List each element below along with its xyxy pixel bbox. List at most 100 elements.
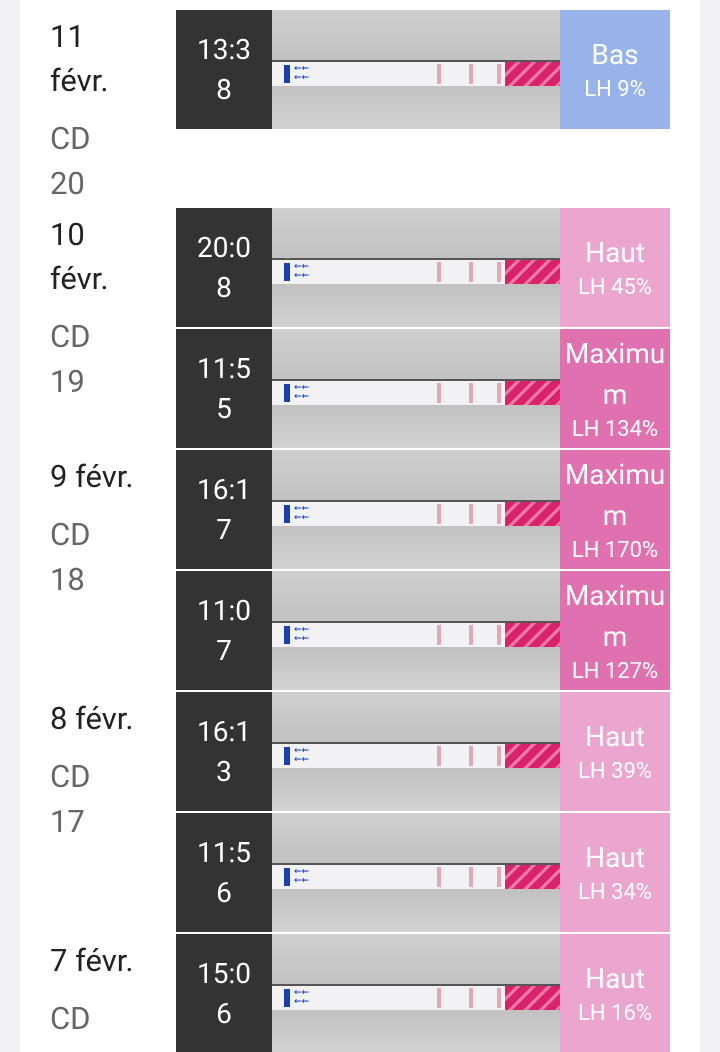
strip-arrows: ←← ←← [294, 624, 310, 644]
level: Bas [591, 38, 639, 71]
date: 7 févr. [50, 942, 134, 979]
tests: 16:17 ←← ←← Maximum LH 170% 11:07 ←← ←← Maximum L… [176, 450, 670, 690]
cycle-day: CD [50, 1000, 91, 1037]
strip-handle [505, 864, 560, 889]
tests: 20:08 ←← ←← Haut LH 45% 11:55 ←← ←← Maximum LH 13… [176, 208, 670, 448]
result-label: Maximum LH 170% [560, 450, 670, 569]
strip-line [437, 261, 441, 282]
lh-percent: LH 170% [571, 537, 659, 563]
strip-line [437, 866, 441, 887]
cycle-day: CD 17 [50, 758, 91, 840]
time: 13:38 [197, 32, 251, 106]
lh-percent: LH 34% [578, 880, 652, 905]
test-photo: ←← ←← [272, 813, 560, 932]
result-label: Haut LH 16% [560, 934, 670, 1052]
day-list: 11 févr. CD 20 13:38 ←← ←← Bas LH 9% 10 févr. CD… [20, 0, 700, 1052]
level: Maximum [564, 457, 666, 532]
day-info: 9 févr. CD 18 [20, 450, 176, 690]
lh-percent: LH 134% [571, 416, 659, 442]
test-strip: ←← ←← [272, 378, 560, 405]
strip-line [497, 261, 501, 282]
lh-percent: LH 9% [584, 77, 646, 102]
strip-arrows: ←← ←← [294, 261, 310, 281]
strip-line [469, 866, 473, 887]
test-strip: ←← ←← [272, 983, 560, 1010]
cycle-day: CD 20 [50, 120, 91, 202]
strip-line [497, 745, 501, 766]
test-row[interactable]: 11:55 ←← ←← Maximum LH 134% [176, 329, 670, 448]
test-photo: ←← ←← [272, 450, 560, 569]
test-photo: ←← ←← [272, 329, 560, 448]
test-row[interactable]: 16:17 ←← ←← Maximum LH 170% [176, 450, 670, 569]
strip-marker [284, 262, 290, 281]
test-row[interactable]: 16:13 ←← ←← Haut LH 39% [176, 692, 670, 811]
test-strip: ←← ←← [272, 862, 560, 889]
strip-handle [505, 259, 560, 284]
strip-line [437, 382, 441, 403]
strip-handle [505, 501, 560, 526]
time: 16:13 [197, 714, 251, 788]
strip-marker [284, 383, 290, 402]
date: 9 févr. [50, 458, 134, 495]
day-group: 11 févr. CD 20 13:38 ←← ←← Bas LH 9% [20, 10, 700, 206]
time-cell: 20:08 [176, 208, 272, 327]
strip-handle [505, 985, 560, 1010]
time-cell: 11:55 [176, 329, 272, 448]
tests: 16:13 ←← ←← Haut LH 39% 11:56 ←← ←← Haut LH 34% [176, 692, 670, 932]
day-group: 10 févr. CD 19 20:08 ←← ←← Haut LH 45% 11:55 ←← ←… [20, 208, 700, 448]
strip-handle [505, 622, 560, 647]
strip-arrows: ←← ←← [294, 63, 310, 83]
date: 8 févr. [50, 700, 134, 737]
strip-line [469, 63, 473, 84]
date: 10 févr. [50, 216, 109, 297]
test-row[interactable]: 11:56 ←← ←← Haut LH 34% [176, 813, 670, 932]
strip-marker [284, 625, 290, 644]
test-photo: ←← ←← [272, 692, 560, 811]
test-row[interactable]: 15:06 ←← ←← Haut LH 16% [176, 934, 670, 1052]
test-photo: ←← ←← [272, 934, 560, 1052]
level: Maximum [564, 578, 666, 653]
time-cell: 15:06 [176, 934, 272, 1052]
strip-line [469, 503, 473, 524]
result-label: Maximum LH 127% [560, 571, 670, 690]
strip-line [469, 624, 473, 645]
test-strip: ←← ←← [272, 741, 560, 768]
result-label: Haut LH 39% [560, 692, 670, 811]
strip-marker [284, 504, 290, 523]
strip-line [437, 624, 441, 645]
time: 20:08 [197, 230, 251, 304]
lh-percent: LH 127% [571, 658, 659, 684]
strip-arrows: ←← ←← [294, 987, 310, 1007]
strip-line [497, 503, 501, 524]
day-group: 7 févr. CD 15:06 ←← ←← Haut LH 16% [20, 934, 700, 1052]
test-strip: ←← ←← [272, 257, 560, 284]
day-info: 8 févr. CD 17 [20, 692, 176, 932]
result-label: Bas LH 9% [560, 10, 670, 129]
strip-line [469, 382, 473, 403]
result-label: Maximum LH 134% [560, 329, 670, 448]
strip-line [437, 745, 441, 766]
test-strip: ←← ←← [272, 499, 560, 526]
strip-marker [284, 746, 290, 765]
strip-line [497, 382, 501, 403]
date: 11 févr. [50, 18, 109, 99]
strip-line [437, 987, 441, 1008]
strip-handle [505, 380, 560, 405]
strip-marker [284, 988, 290, 1007]
time-cell: 16:17 [176, 450, 272, 569]
tests: 13:38 ←← ←← Bas LH 9% [176, 10, 670, 206]
cycle-day: CD 19 [50, 318, 91, 400]
lh-percent: LH 45% [578, 275, 652, 300]
test-row[interactable]: 13:38 ←← ←← Bas LH 9% [176, 10, 670, 129]
day-info: 7 févr. CD [20, 934, 176, 1052]
strip-line [497, 624, 501, 645]
strip-marker [284, 64, 290, 83]
strip-arrows: ←← ←← [294, 382, 310, 402]
strip-marker [284, 867, 290, 886]
test-row[interactable]: 20:08 ←← ←← Haut LH 45% [176, 208, 670, 327]
time: 11:56 [197, 835, 251, 909]
test-row[interactable]: 11:07 ←← ←← Maximum LH 127% [176, 571, 670, 690]
time-cell: 16:13 [176, 692, 272, 811]
test-photo: ←← ←← [272, 208, 560, 327]
